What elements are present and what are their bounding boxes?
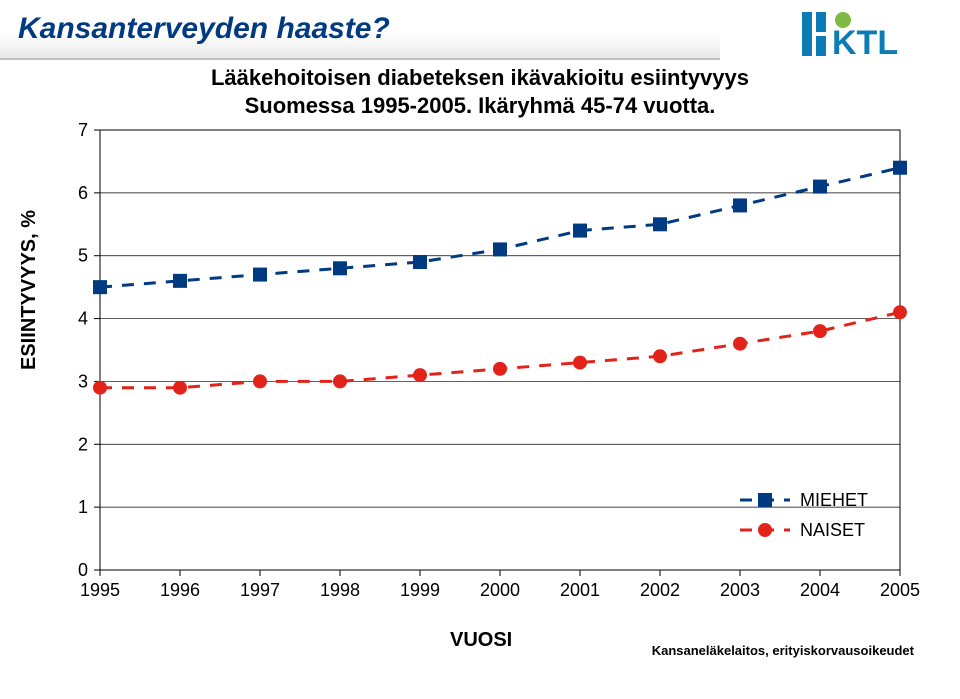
svg-text:2003: 2003 (720, 580, 760, 600)
title-bar: Kansanterveyden haaste? (0, 0, 720, 60)
ktl-logo: KTL (796, 6, 946, 67)
svg-text:1998: 1998 (320, 580, 360, 600)
svg-text:2004: 2004 (800, 580, 840, 600)
x-axis-label: VUOSI (450, 629, 512, 652)
svg-text:1999: 1999 (400, 580, 440, 600)
svg-text:2: 2 (78, 434, 88, 454)
svg-text:0: 0 (78, 560, 88, 580)
svg-text:6: 6 (78, 183, 88, 203)
svg-text:2000: 2000 (480, 580, 520, 600)
line-chart: 0 1 2 3 4 5 6 7 1995 1996 1997 1998 1999 2000 2001 2002… (20, 100, 920, 620)
svg-text:7: 7 (78, 120, 88, 140)
source-text: Kansaneläkelaitos, erityiskorvausoikeude… (652, 643, 914, 658)
page-title: Kansanterveyden haaste? (18, 12, 390, 46)
svg-text:MIEHET: MIEHET (800, 490, 868, 510)
svg-text:2001: 2001 (560, 580, 600, 600)
svg-text:2005: 2005 (880, 580, 920, 600)
svg-text:4: 4 (78, 309, 88, 329)
svg-text:1995: 1995 (80, 580, 120, 600)
svg-text:2002: 2002 (640, 580, 680, 600)
svg-text:3: 3 (78, 371, 88, 391)
chart-container: ESIINTYVYYS, % 0 1 2 3 4 5 6 7 1995 1996 1997 1998 1… (20, 100, 920, 660)
svg-text:1996: 1996 (160, 580, 200, 600)
svg-text:5: 5 (78, 246, 88, 266)
ktl-logo-svg: KTL (796, 6, 946, 62)
y-axis-label: ESIINTYVYYS, % (18, 210, 41, 370)
subtitle-line1: Lääkehoitoisen diabeteksen ikävakioitu e… (211, 65, 749, 90)
svg-text:1997: 1997 (240, 580, 280, 600)
svg-text:KTL: KTL (832, 24, 898, 62)
svg-text:1: 1 (78, 497, 88, 517)
svg-text:NAISET: NAISET (800, 520, 865, 540)
